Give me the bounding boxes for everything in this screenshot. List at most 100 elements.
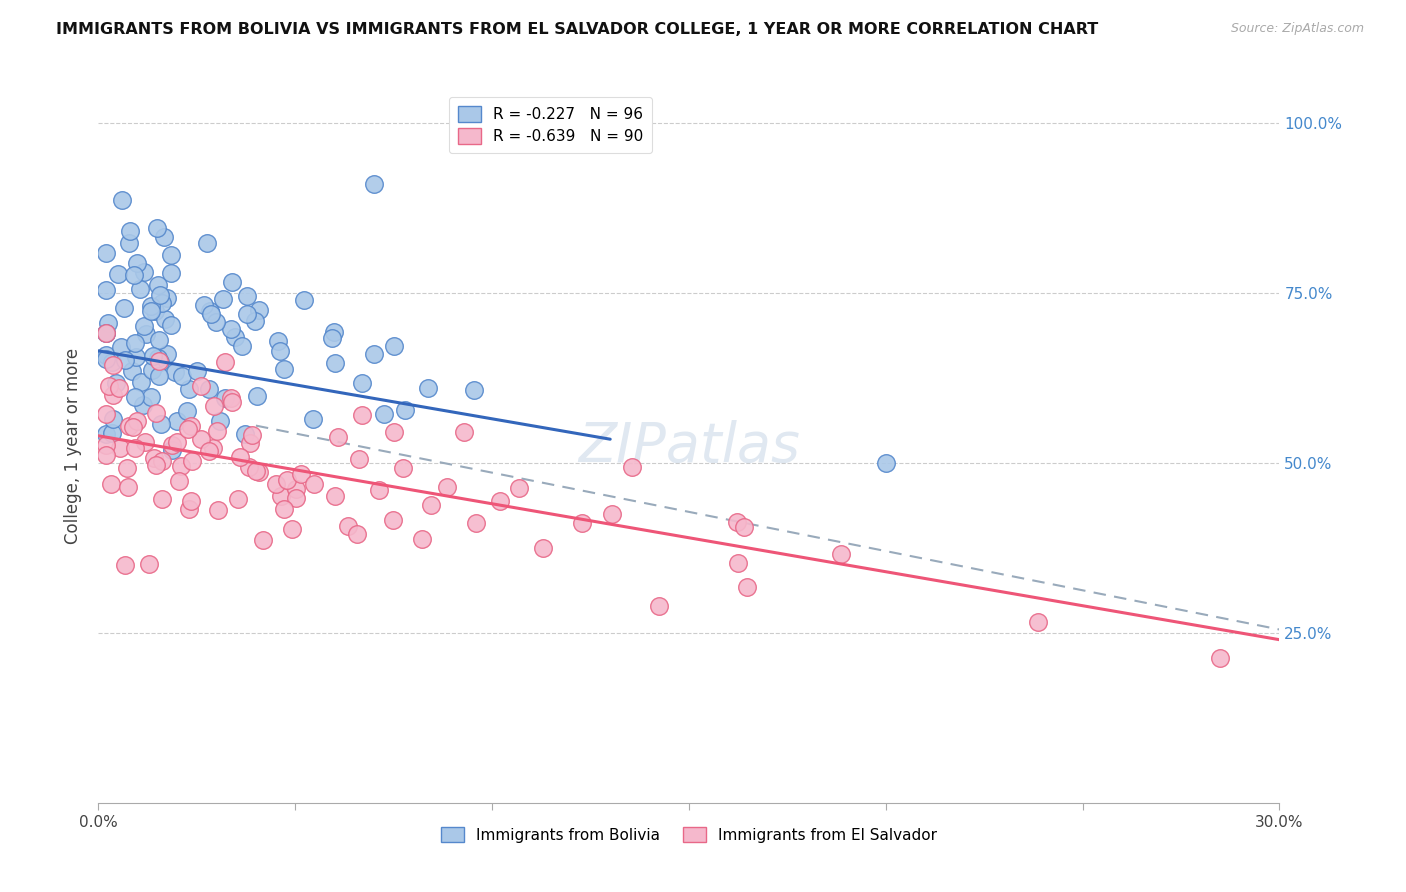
Point xyxy=(166,435,188,450)
Y-axis label: College, 1 year or more: College, 1 year or more xyxy=(65,348,83,544)
Point xyxy=(392,461,415,475)
Point xyxy=(179,501,201,516)
Point xyxy=(269,344,291,359)
Point xyxy=(284,491,307,505)
Point xyxy=(323,325,346,339)
Point xyxy=(411,532,433,546)
Point xyxy=(382,339,405,353)
Point xyxy=(367,483,389,497)
Point xyxy=(153,230,176,244)
Point xyxy=(190,378,212,392)
Point xyxy=(394,403,416,417)
Text: Source: ZipAtlas.com: Source: ZipAtlas.com xyxy=(1230,22,1364,36)
Point xyxy=(508,481,530,495)
Point xyxy=(105,376,128,391)
Point xyxy=(202,399,225,413)
Point xyxy=(96,326,118,340)
Point xyxy=(875,456,897,470)
Point xyxy=(830,547,852,561)
Point xyxy=(111,193,134,207)
Point xyxy=(1028,615,1050,630)
Point xyxy=(727,556,749,570)
Point xyxy=(212,292,235,306)
Point xyxy=(243,314,266,328)
Point xyxy=(418,381,440,395)
Point xyxy=(382,512,405,526)
Point xyxy=(180,418,202,433)
Point xyxy=(112,301,135,315)
Point xyxy=(96,283,118,297)
Point xyxy=(118,235,141,250)
Point xyxy=(302,411,325,425)
Point xyxy=(373,407,395,421)
Point xyxy=(226,491,249,506)
Point xyxy=(124,350,146,364)
Point xyxy=(110,340,132,354)
Point xyxy=(153,312,176,326)
Point xyxy=(620,460,643,475)
Point xyxy=(97,379,120,393)
Point xyxy=(141,363,163,377)
Point xyxy=(107,267,129,281)
Point xyxy=(190,433,212,447)
Point xyxy=(186,364,208,378)
Point xyxy=(198,382,221,396)
Point xyxy=(148,368,170,383)
Point xyxy=(453,425,475,439)
Point xyxy=(436,480,458,494)
Point xyxy=(127,414,149,428)
Point xyxy=(276,473,298,487)
Point xyxy=(600,507,623,521)
Point xyxy=(238,460,260,475)
Point xyxy=(235,307,257,321)
Point xyxy=(160,318,183,332)
Point xyxy=(200,307,222,321)
Point xyxy=(150,454,173,468)
Point xyxy=(117,461,139,475)
Point xyxy=(326,430,349,444)
Point xyxy=(149,355,172,369)
Point xyxy=(252,533,274,547)
Point xyxy=(302,476,325,491)
Point xyxy=(207,503,229,517)
Point xyxy=(177,422,200,436)
Point xyxy=(101,425,124,440)
Point xyxy=(96,348,118,362)
Point xyxy=(489,493,512,508)
Text: ZIPatlas: ZIPatlas xyxy=(578,419,800,473)
Point xyxy=(172,369,194,384)
Point xyxy=(463,384,485,398)
Point xyxy=(214,391,236,405)
Point xyxy=(141,303,163,318)
Point xyxy=(160,442,183,457)
Point xyxy=(139,299,162,313)
Point xyxy=(125,256,148,270)
Point xyxy=(121,363,143,377)
Point xyxy=(96,408,118,422)
Point xyxy=(221,276,243,290)
Point xyxy=(349,452,371,467)
Point xyxy=(146,351,169,365)
Point xyxy=(180,494,202,508)
Point xyxy=(124,441,146,455)
Point xyxy=(149,288,172,302)
Point xyxy=(464,516,486,530)
Point xyxy=(176,404,198,418)
Point xyxy=(132,318,155,333)
Point xyxy=(382,425,405,439)
Point xyxy=(204,315,226,329)
Point xyxy=(134,434,156,449)
Point xyxy=(236,289,259,303)
Point xyxy=(193,298,215,312)
Point xyxy=(132,397,155,411)
Point xyxy=(238,436,260,450)
Point xyxy=(245,464,267,478)
Point xyxy=(101,412,124,426)
Point xyxy=(120,223,142,237)
Point xyxy=(323,356,346,370)
Point xyxy=(231,339,253,353)
Point xyxy=(145,406,167,420)
Point xyxy=(273,362,295,376)
Point xyxy=(266,334,288,349)
Point xyxy=(177,383,200,397)
